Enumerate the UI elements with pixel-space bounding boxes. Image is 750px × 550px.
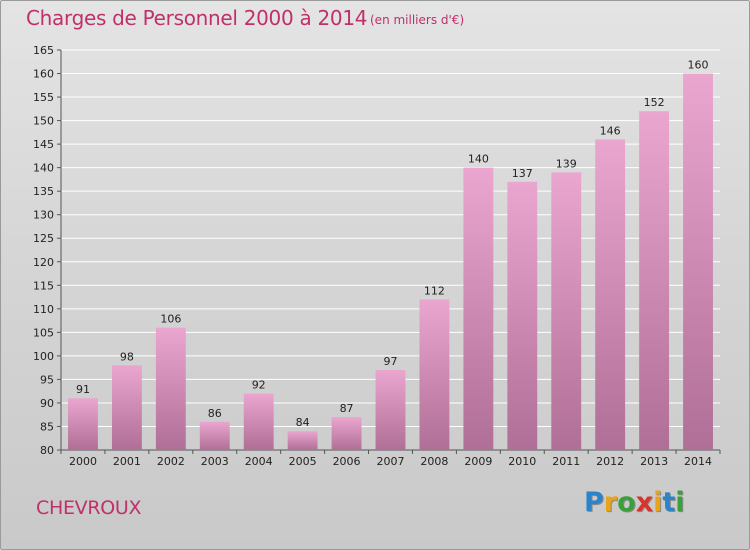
bar-2014 — [683, 73, 713, 450]
chart-title: Charges de Personnel 2000 à 2014 — [26, 6, 368, 30]
logo-letter-0: P — [584, 487, 604, 518]
y-tick-label: 115 — [33, 279, 54, 292]
logo-letter-5: t — [662, 487, 676, 518]
y-tick-label: 140 — [33, 162, 54, 175]
bar-2013 — [639, 111, 670, 451]
value-label: 146 — [600, 124, 621, 137]
value-label: 139 — [556, 157, 577, 170]
value-label: 140 — [468, 153, 489, 166]
logo-letter-4: i — [653, 487, 663, 518]
y-tick-label: 110 — [33, 303, 54, 316]
logo-letter-6: i — [675, 487, 685, 518]
value-label: 137 — [512, 167, 533, 180]
x-tick-label: 2008 — [420, 455, 448, 468]
bar-2000 — [68, 398, 98, 450]
x-tick-label: 2013 — [640, 455, 668, 468]
value-label: 97 — [384, 355, 398, 368]
city-name: CHEVROUX — [36, 497, 142, 519]
y-tick-label: 85 — [40, 420, 54, 433]
y-tick-label: 165 — [33, 44, 54, 57]
y-tick-label: 145 — [33, 138, 54, 151]
bar-2007 — [375, 370, 406, 450]
bar-2005 — [287, 431, 318, 450]
axes: 80 85 90 95 100 105 110 115 120 125 130 135 140 145 15… — [33, 44, 721, 468]
value-labels: 91 98 106 86 92 84 87 97 112 140 137 139 146 152 160 — [76, 59, 709, 430]
y-tick-label: 130 — [33, 209, 54, 222]
logo-letter-1: r — [603, 487, 618, 518]
bar-2001 — [111, 365, 142, 450]
bar-2008 — [419, 299, 450, 450]
bar-2012 — [595, 139, 626, 451]
proxiti-logo: Proxiti — [584, 487, 685, 518]
bar-2009 — [463, 167, 494, 450]
value-label: 87 — [340, 402, 354, 415]
x-tick-label: 2001 — [113, 455, 141, 468]
x-tick-label: 2004 — [245, 455, 273, 468]
bars — [68, 73, 713, 451]
y-tick-label: 95 — [40, 373, 54, 386]
x-tick-label: 2009 — [464, 455, 492, 468]
x-tick-label: 2002 — [157, 455, 185, 468]
y-tick-label: 90 — [40, 397, 54, 410]
x-tick-label: 2000 — [69, 455, 97, 468]
bar-2006 — [331, 417, 362, 450]
value-label: 91 — [76, 383, 90, 396]
x-tick-label: 2011 — [552, 455, 580, 468]
bar-2011 — [551, 172, 582, 450]
logo-letter-2: o — [617, 487, 636, 518]
value-label: 84 — [296, 416, 310, 429]
y-tick-label: 105 — [33, 326, 54, 339]
bar-2003 — [199, 421, 230, 450]
x-tick-label: 2010 — [508, 455, 536, 468]
y-tick-label: 150 — [33, 115, 54, 128]
x-tick-label: 2005 — [289, 455, 317, 468]
y-tick-label: 100 — [33, 350, 54, 363]
value-label: 98 — [120, 350, 134, 363]
y-tick-label: 125 — [33, 232, 54, 245]
y-tick-label: 120 — [33, 256, 54, 269]
x-tick-label: 2012 — [596, 455, 624, 468]
bar-2002 — [155, 327, 186, 450]
value-label: 106 — [160, 313, 181, 326]
x-tick-label: 2006 — [333, 455, 361, 468]
logo-letter-3: x — [635, 487, 654, 518]
y-tick-label: 135 — [33, 185, 54, 198]
chart-subtitle: (en milliers d'€) — [370, 13, 465, 27]
value-label: 112 — [424, 284, 445, 297]
bar-2004 — [243, 393, 274, 450]
y-tick-label: 155 — [33, 91, 54, 104]
value-label: 160 — [688, 59, 709, 72]
x-tick-label: 2014 — [684, 455, 712, 468]
y-tick-label: 80 — [40, 444, 54, 457]
value-label: 152 — [644, 96, 665, 109]
value-label: 92 — [252, 379, 266, 392]
x-tick-label: 2003 — [201, 455, 229, 468]
y-tick-label: 160 — [33, 68, 54, 81]
bar-2010 — [507, 181, 538, 450]
value-label: 86 — [208, 407, 222, 420]
x-tick-label: 2007 — [377, 455, 405, 468]
